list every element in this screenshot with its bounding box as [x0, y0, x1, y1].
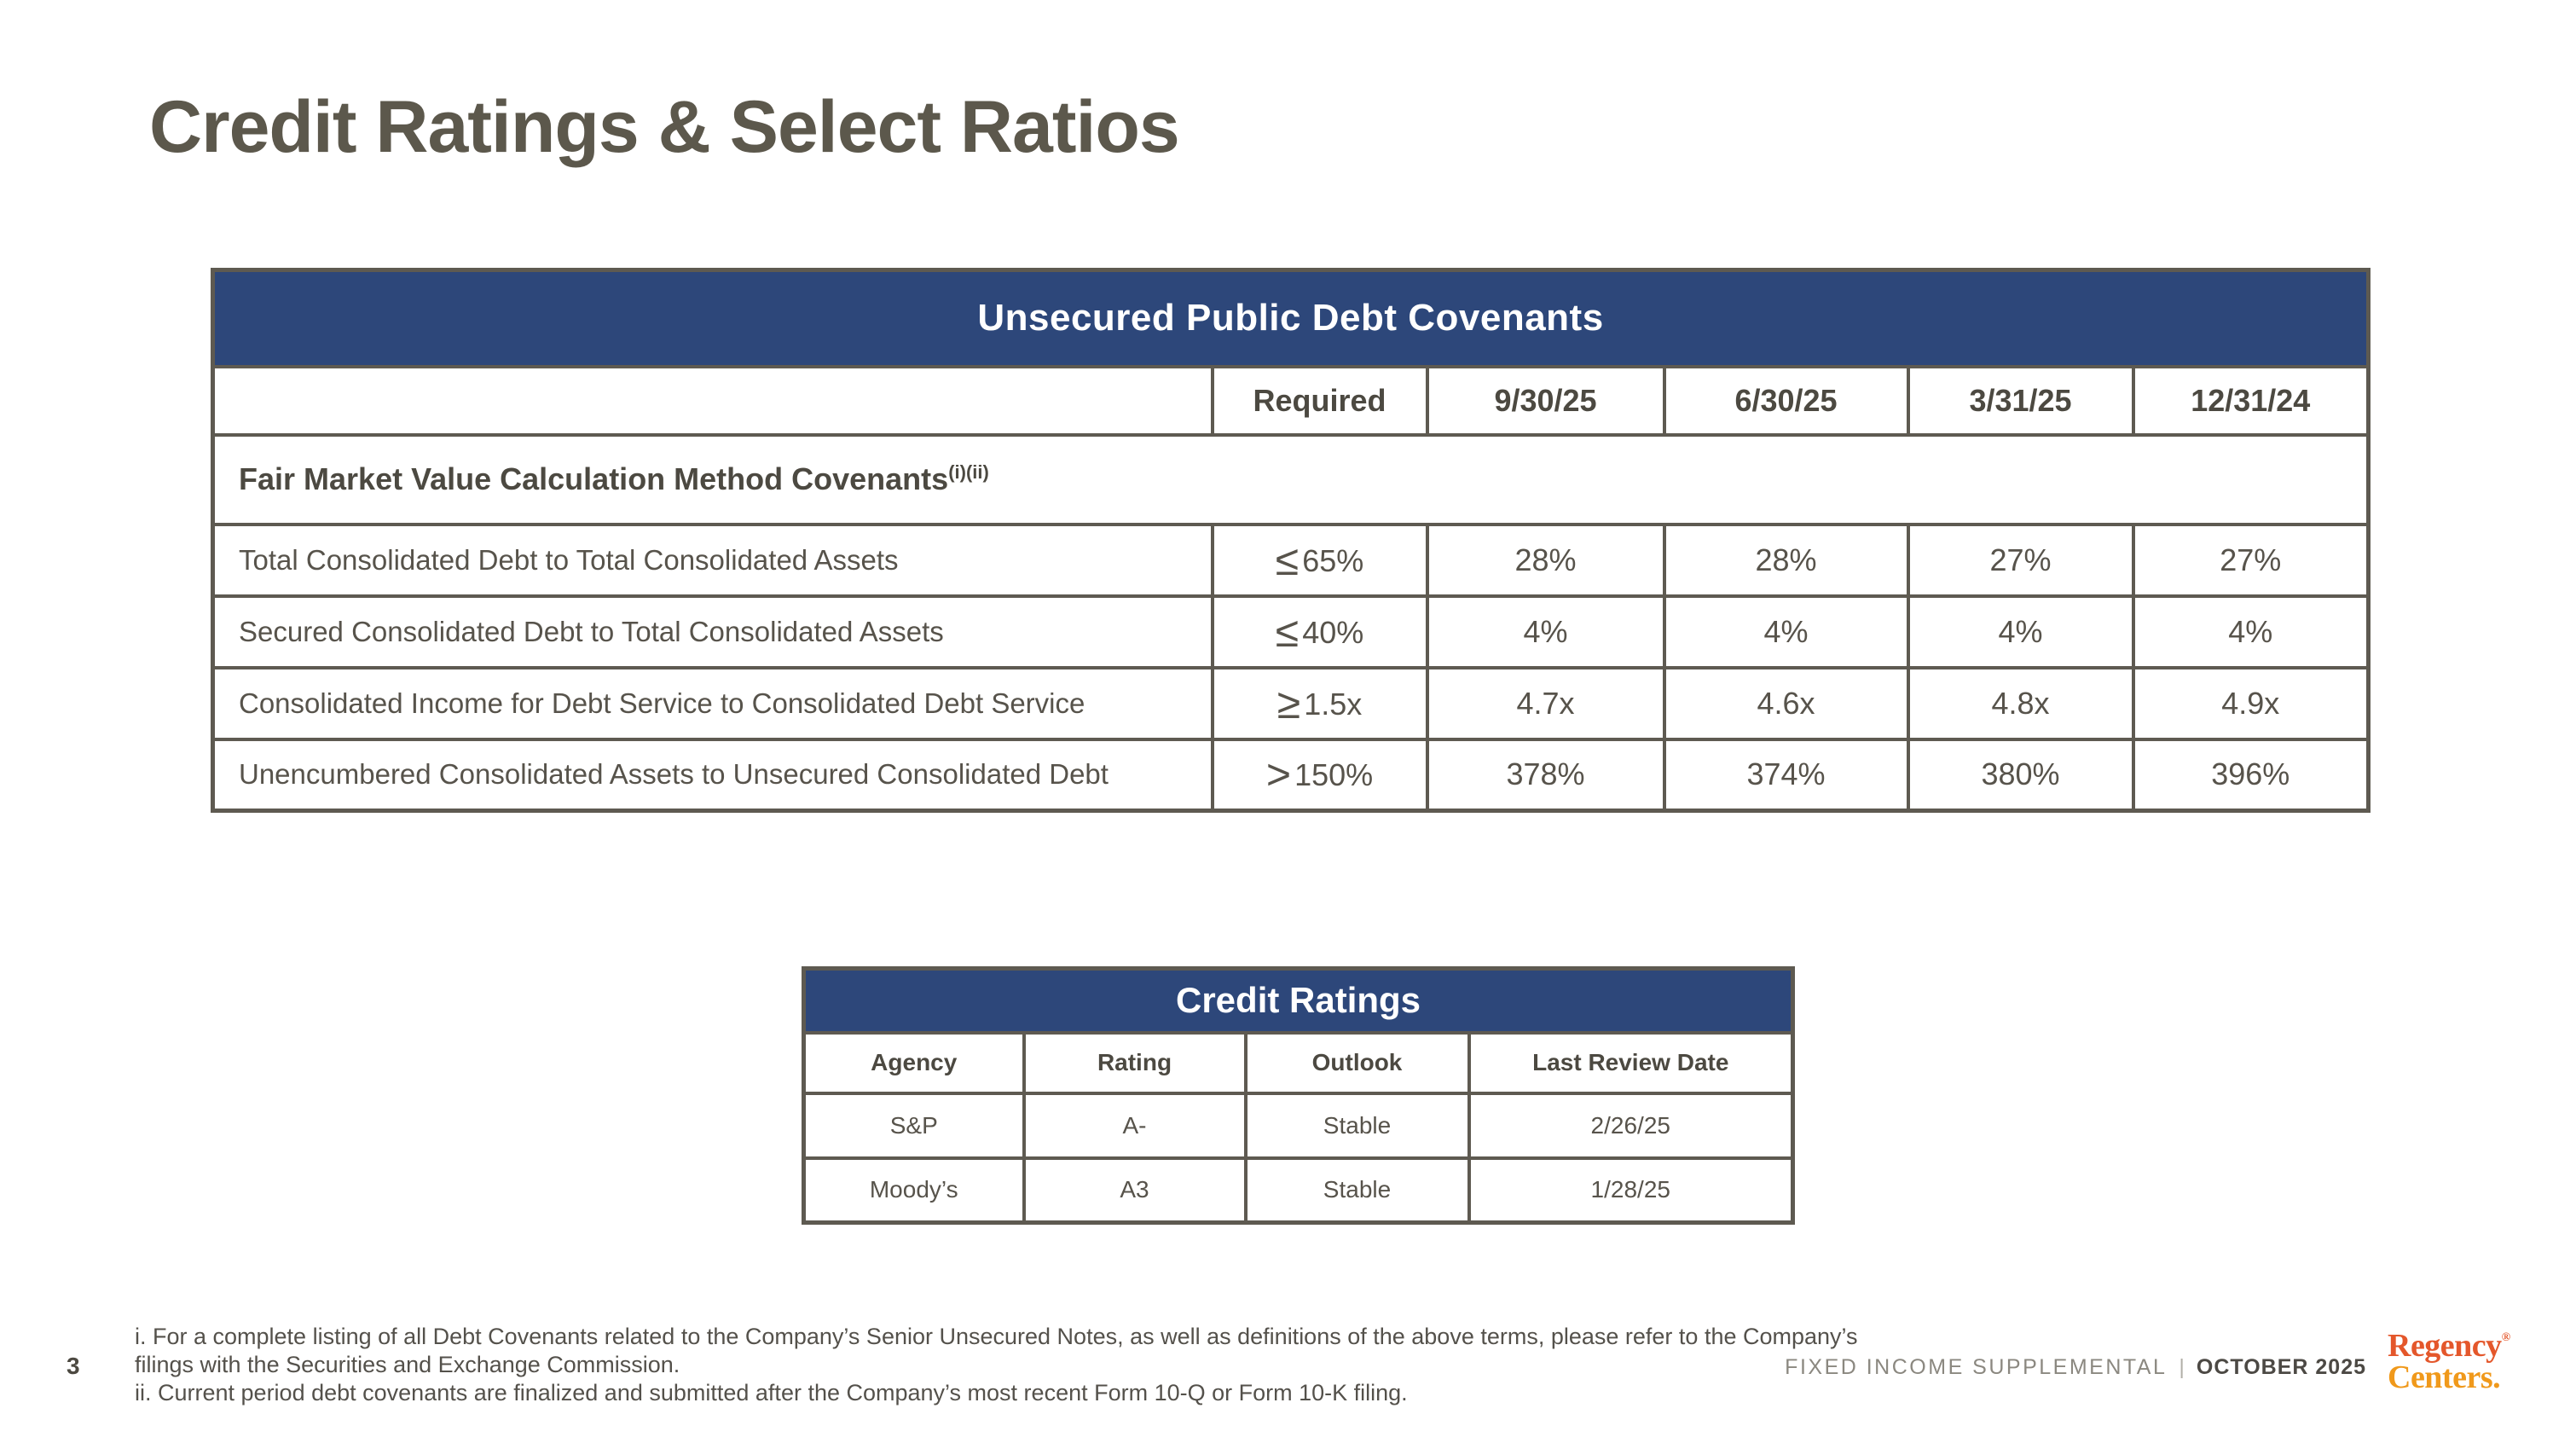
value-cell: 374%	[1662, 737, 1910, 813]
footnote-line: filings with the Securities and Exchange…	[135, 1352, 680, 1377]
ratings-header-row: Agency Rating Outlook Last Review Date	[802, 1030, 1795, 1095]
greater-equal-icon: ≥	[1276, 679, 1301, 727]
value-cell: 396%	[2131, 737, 2370, 813]
value-cell: 380%	[1906, 737, 2135, 813]
agency-cell: Moody’s	[802, 1156, 1026, 1225]
outlook-cell: Stable	[1243, 1091, 1471, 1160]
covenant-label: Unencumbered Consolidated Assets to Unse…	[211, 737, 1214, 813]
logo-line-1: Regency®	[2388, 1330, 2510, 1362]
regency-centers-logo: Regency® Centers.	[2388, 1330, 2510, 1394]
col-header-required: Required	[1210, 364, 1429, 437]
footnotes: i. For a complete listing of all Debt Co…	[135, 1323, 1858, 1407]
footnote-line: i. For a complete listing of all Debt Co…	[135, 1324, 1858, 1349]
col-header-agency: Agency	[802, 1030, 1026, 1095]
required-value: >150%	[1210, 737, 1429, 813]
section-superscript: (i)(ii)	[948, 461, 989, 483]
value-cell: 27%	[1906, 522, 2135, 598]
col-header-last-review: Last Review Date	[1467, 1030, 1795, 1095]
col-header-period-4: 12/31/24	[2131, 364, 2370, 437]
table-row: Unencumbered Consolidated Assets to Unse…	[211, 737, 2370, 813]
required-number: 1.5x	[1304, 686, 1363, 722]
registered-mark-icon: ®	[2501, 1331, 2510, 1344]
required-value: ≥1.5x	[1210, 665, 1429, 741]
covenants-section-row: Fair Market Value Calculation Method Cov…	[211, 432, 2370, 526]
doc-date-label: OCTOBER 2025	[2196, 1355, 2366, 1379]
value-cell: 4.6x	[1662, 665, 1910, 741]
section-label-text: Fair Market Value Calculation Method Cov…	[239, 461, 949, 496]
required-number: 150%	[1294, 757, 1374, 793]
col-header-period-2: 6/30/25	[1662, 364, 1910, 437]
footer-separator: |	[2179, 1355, 2185, 1379]
col-header-blank	[211, 364, 1214, 437]
rating-cell: A-	[1022, 1091, 1247, 1160]
value-cell: 4.9x	[2131, 665, 2370, 741]
less-equal-icon: ≤	[1275, 607, 1300, 656]
value-cell: 28%	[1662, 522, 1910, 598]
logo-line-2: Centers.	[2388, 1359, 2501, 1396]
col-header-period-3: 3/31/25	[1906, 364, 2135, 437]
greater-than-icon: >	[1265, 751, 1292, 799]
less-equal-icon: ≤	[1275, 536, 1300, 584]
value-cell: 378%	[1425, 737, 1666, 813]
footer-doc-info: FIXED INCOME SUPPLEMENTAL | OCTOBER 2025	[1785, 1355, 2366, 1380]
ratings-title-row: Credit Ratings	[802, 966, 1795, 1035]
table-row: Moody’s A3 Stable 1/28/25	[802, 1156, 1795, 1225]
table-row: S&P A- Stable 2/26/25	[802, 1091, 1795, 1160]
outlook-cell: Stable	[1243, 1156, 1471, 1225]
table-row: Consolidated Income for Debt Service to …	[211, 665, 2370, 741]
covenants-table: Unsecured Public Debt Covenants Required…	[211, 268, 2371, 813]
table-row: Total Consolidated Debt to Total Consoli…	[211, 522, 2370, 598]
covenants-table-title: Unsecured Public Debt Covenants	[211, 268, 2370, 368]
required-value: ≤40%	[1210, 594, 1429, 669]
ratings-table-title: Credit Ratings	[802, 966, 1795, 1035]
required-number: 40%	[1302, 614, 1364, 650]
covenant-label: Consolidated Income for Debt Service to …	[211, 665, 1214, 741]
doc-type-label: FIXED INCOME SUPPLEMENTAL	[1785, 1355, 2168, 1379]
footnote-line: ii. Current period debt covenants are fi…	[135, 1380, 1408, 1406]
page-number: 3	[67, 1353, 80, 1379]
page-title: Credit Ratings & Select Ratios	[149, 86, 1180, 168]
value-cell: 4%	[1425, 594, 1666, 669]
logo-word-regency: Regency	[2388, 1328, 2502, 1364]
required-value: ≤65%	[1210, 522, 1429, 598]
col-header-outlook: Outlook	[1243, 1030, 1471, 1095]
value-cell: 4%	[1662, 594, 1910, 669]
covenants-title-row: Unsecured Public Debt Covenants	[211, 268, 2370, 368]
covenant-label: Total Consolidated Debt to Total Consoli…	[211, 522, 1214, 598]
value-cell: 27%	[2131, 522, 2370, 598]
table-row: Secured Consolidated Debt to Total Conso…	[211, 594, 2370, 669]
last-review-cell: 2/26/25	[1467, 1091, 1795, 1160]
value-cell: 4%	[2131, 594, 2370, 669]
value-cell: 4%	[1906, 594, 2135, 669]
last-review-cell: 1/28/25	[1467, 1156, 1795, 1225]
agency-cell: S&P	[802, 1091, 1026, 1160]
value-cell: 28%	[1425, 522, 1666, 598]
credit-ratings-table: Credit Ratings Agency Rating Outlook Las…	[802, 966, 1796, 1225]
value-cell: 4.7x	[1425, 665, 1666, 741]
value-cell: 4.8x	[1906, 665, 2135, 741]
col-header-rating: Rating	[1022, 1030, 1247, 1095]
rating-cell: A3	[1022, 1156, 1247, 1225]
section-label: Fair Market Value Calculation Method Cov…	[211, 432, 2370, 526]
covenants-header-row: Required 9/30/25 6/30/25 3/31/25 12/31/2…	[211, 364, 2370, 437]
required-number: 65%	[1302, 542, 1364, 578]
col-header-period-1: 9/30/25	[1425, 364, 1666, 437]
covenant-label: Secured Consolidated Debt to Total Conso…	[211, 594, 1214, 669]
